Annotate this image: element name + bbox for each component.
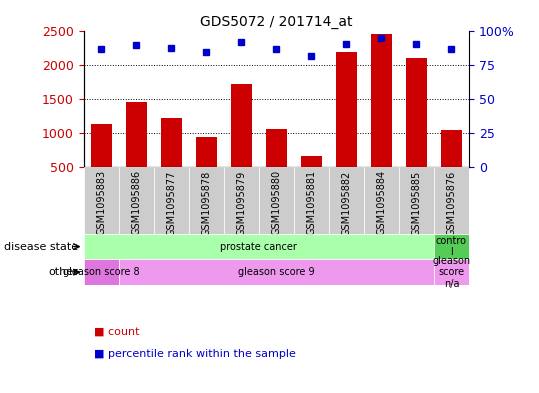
Bar [371,34,392,201]
Text: GSM1095876: GSM1095876 [446,171,457,236]
Bar [259,167,294,234]
Text: GSM1095885: GSM1095885 [411,171,421,236]
Text: GSM1095878: GSM1095878 [201,171,211,236]
Bar [154,167,189,234]
Text: ■ percentile rank within the sample: ■ percentile rank within the sample [94,349,296,359]
Text: disease state: disease state [4,242,78,252]
Bar [224,167,259,234]
Bar [196,137,217,201]
Bar [301,156,322,201]
Bar [189,167,224,234]
Text: ■ count: ■ count [94,327,140,337]
Bar [91,124,112,201]
Bar [399,167,434,234]
Bar [161,118,182,201]
Text: contro
l: contro l [436,236,467,257]
Bar [336,52,357,201]
Bar [231,84,252,201]
Bar [119,259,434,285]
Text: GSM1095882: GSM1095882 [341,171,351,236]
Bar [441,130,462,201]
Text: GSM1095879: GSM1095879 [236,171,246,236]
Bar [294,167,329,234]
Text: gleason score 9: gleason score 9 [238,267,315,277]
Bar [364,167,399,234]
Text: GSM1095880: GSM1095880 [271,171,281,235]
Text: GSM1095877: GSM1095877 [166,171,176,236]
Bar [119,167,154,234]
Text: gleason
score
n/a: gleason score n/a [432,255,471,289]
Text: GSM1095886: GSM1095886 [131,171,141,235]
Bar [434,259,469,285]
Bar [266,129,287,201]
Text: GSM1095881: GSM1095881 [306,171,316,235]
Text: prostate cancer: prostate cancer [220,242,297,252]
Bar [434,167,469,234]
Bar [84,259,119,285]
Bar [329,167,364,234]
Bar [84,167,119,234]
Text: GSM1095884: GSM1095884 [376,171,386,235]
Title: GDS5072 / 201714_at: GDS5072 / 201714_at [200,15,353,29]
Bar [126,102,147,201]
Text: other: other [49,267,78,277]
Bar [434,234,469,259]
Text: gleason score 8: gleason score 8 [63,267,140,277]
Text: GSM1095883: GSM1095883 [96,171,106,235]
Bar [406,58,427,201]
